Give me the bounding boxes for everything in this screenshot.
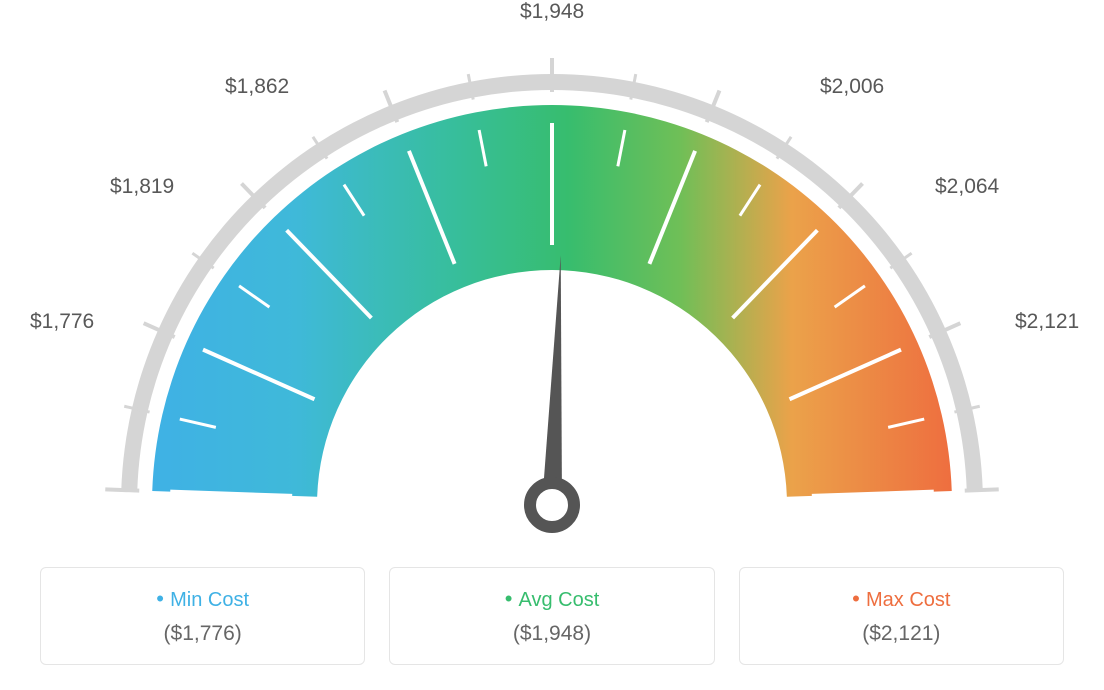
legend-label-avg: Avg Cost bbox=[400, 586, 703, 612]
legend-value-min: ($1,776) bbox=[51, 622, 354, 646]
gauge-tick-label: $2,006 bbox=[820, 75, 884, 99]
legend-card-avg: Avg Cost ($1,948) bbox=[389, 567, 714, 665]
legend-card-min: Min Cost ($1,776) bbox=[40, 567, 365, 665]
legend-value-avg: ($1,948) bbox=[400, 622, 703, 646]
gauge-tick-label: $1,819 bbox=[110, 175, 174, 199]
legend-row: Min Cost ($1,776) Avg Cost ($1,948) Max … bbox=[40, 567, 1064, 665]
cost-gauge-container: $1,776 $1,819 $1,862 $1,948 $2,006 $2,064 $2,1… bbox=[0, 0, 1104, 690]
gauge-tick-label: $2,121 bbox=[1015, 310, 1079, 334]
gauge-svg bbox=[0, 0, 1104, 540]
gauge-tick-label: $1,862 bbox=[225, 75, 289, 99]
gauge-tick-label: $1,776 bbox=[30, 310, 94, 334]
gauge-tick-label: $1,948 bbox=[520, 0, 584, 24]
gauge-tick-label: $2,064 bbox=[935, 175, 999, 199]
legend-label-min: Min Cost bbox=[51, 586, 354, 612]
legend-value-max: ($2,121) bbox=[750, 622, 1053, 646]
legend-label-max: Max Cost bbox=[750, 586, 1053, 612]
legend-card-max: Max Cost ($2,121) bbox=[739, 567, 1064, 665]
gauge-chart: $1,776 $1,819 $1,862 $1,948 $2,006 $2,064 $2,1… bbox=[0, 0, 1104, 540]
